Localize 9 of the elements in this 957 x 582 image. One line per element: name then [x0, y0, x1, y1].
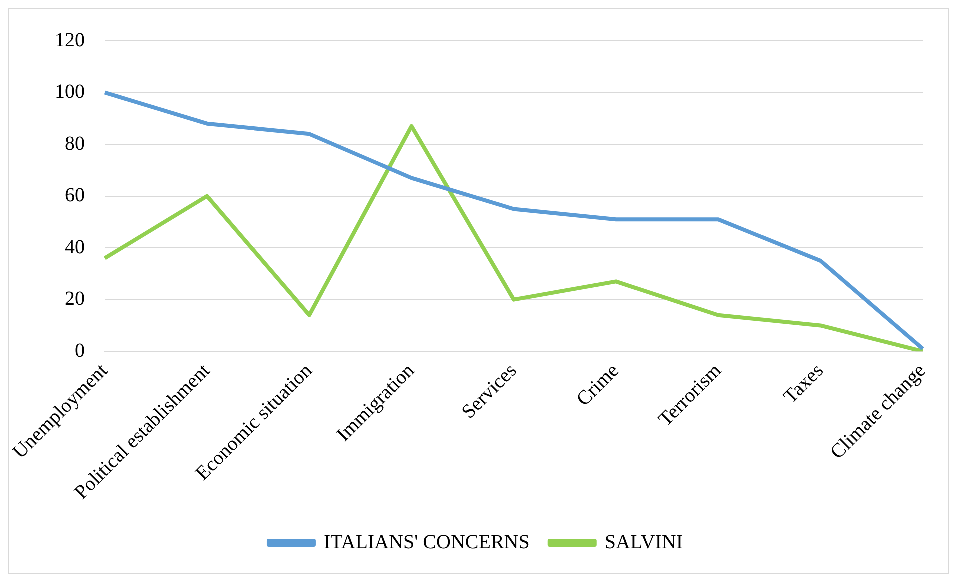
y-tick-label: 120: [54, 29, 85, 52]
y-tick-label: 0: [74, 340, 85, 362]
y-tick-label: 60: [64, 184, 85, 207]
y-tick-label: 20: [64, 288, 85, 310]
y-tick-label: 80: [64, 132, 85, 155]
legend-label: SALVINI: [604, 531, 684, 554]
legend-label: ITALIANS' CONCERNS: [324, 531, 530, 554]
y-tick-label: 40: [64, 236, 85, 258]
y-tick-label: 100: [54, 81, 85, 104]
